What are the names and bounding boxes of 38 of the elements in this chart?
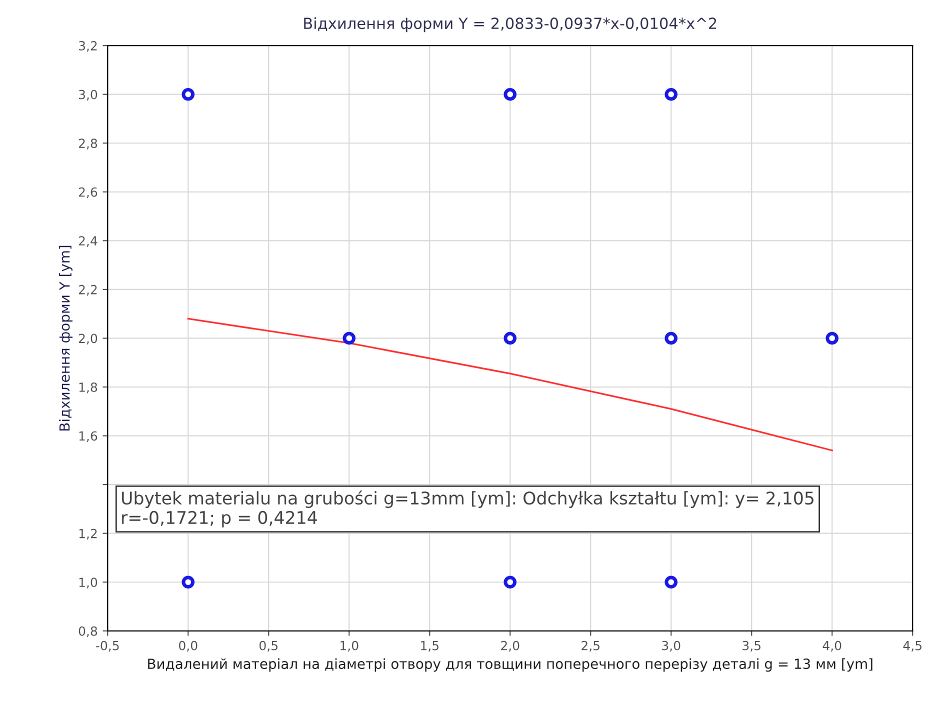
y-tick-label: 2,6 (78, 187, 98, 198)
point (664, 576, 678, 589)
line-series (187, 318, 833, 452)
point (826, 332, 838, 345)
y-tick-label: 1,6 (79, 431, 98, 442)
point (182, 576, 195, 589)
y-axis-title: Відхилення форми Y [ym] (59, 246, 72, 430)
point (504, 88, 517, 101)
x-tick-label: 4,5 (903, 641, 922, 652)
x-tick-label: 0,0 (179, 640, 198, 652)
point (664, 88, 678, 101)
x-tick-label: 2,5 (582, 640, 600, 652)
y-tick-label: 1,8 (79, 382, 98, 394)
y-tick-label: 2,8 (78, 138, 98, 150)
x-tick-label: 3,5 (742, 640, 760, 652)
y-tick-label: 3,2 (78, 41, 97, 52)
y-tick-label: 2,4 (78, 236, 98, 247)
x-tick-label: 1,5 (421, 641, 438, 652)
x-tick-label: 2,0 (501, 640, 520, 652)
x-tick-label: 4,0 (822, 640, 842, 652)
chart-title: Відхилення форми Y = 2,0833-0,0937*x-0,0104*x^2 (304, 17, 716, 32)
x-tick-label: 1,0 (340, 640, 358, 652)
y-tick-label: 3,0 (78, 90, 98, 101)
y-tick-label: 0,8 (78, 626, 98, 638)
annotation: Ubytek materialu na grubości g=13mm [ym]: Odchyłka kształtu [ym]: y= 2,105 r=-0,1721; p = 0,4214 (122, 490, 814, 528)
point (504, 332, 517, 345)
x-tick-label: -0,5 (96, 640, 119, 652)
point (342, 332, 356, 345)
point (182, 88, 195, 101)
x-axis-title: Видалений матеріал на діаметрі отвору для товщини поперечного перерізу деталі g = 13 мм [ym] (148, 658, 872, 672)
y-tick-label: 2,0 (78, 334, 98, 344)
point (664, 332, 678, 345)
point (504, 576, 517, 589)
x-tick-label: 0,5 (260, 640, 278, 652)
x-tick-label: 3,0 (662, 640, 680, 652)
y-tick-label: 1,0 (79, 578, 98, 588)
y-tick-label: 2,2 (78, 284, 97, 296)
y-tick-label: 1,2 (79, 528, 97, 540)
